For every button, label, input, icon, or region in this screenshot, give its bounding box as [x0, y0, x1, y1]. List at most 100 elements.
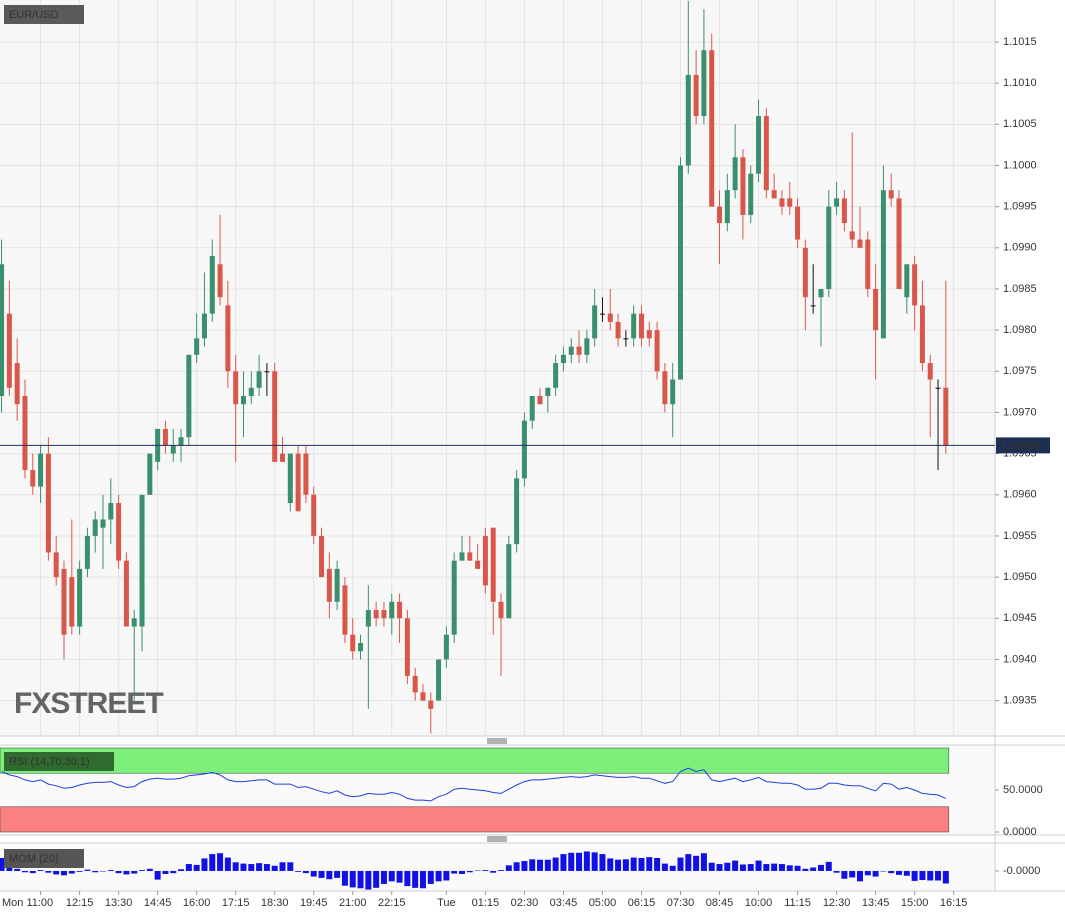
candle-body — [678, 165, 684, 380]
mom-bar — [146, 868, 153, 871]
last-price-box — [996, 437, 1050, 454]
candle-body — [888, 190, 894, 199]
candle-body — [397, 601, 403, 619]
mom-bar — [466, 870, 473, 873]
mom-bar — [817, 864, 824, 871]
candle-body — [545, 387, 551, 396]
y-tick-label: 1.0985 — [1003, 283, 1037, 295]
candle-body — [880, 190, 886, 339]
candle-body — [865, 239, 871, 289]
candle-body — [22, 395, 28, 471]
candle-body — [272, 371, 278, 462]
candle-body — [428, 700, 434, 709]
candle-body — [389, 601, 395, 619]
mom-bar — [326, 870, 333, 880]
mom-bar — [560, 854, 567, 871]
candle-body — [529, 395, 535, 421]
candle-body — [38, 453, 44, 487]
candle-body — [685, 74, 691, 166]
mom-bar — [0, 857, 5, 871]
mom-bar — [193, 864, 200, 871]
candle-body — [701, 50, 707, 117]
mom-bar — [552, 857, 559, 871]
indicator-label-box — [4, 849, 84, 868]
mom-bar — [295, 870, 302, 872]
candle-body — [108, 503, 114, 520]
mom-bar — [646, 857, 653, 871]
mom-bar — [435, 870, 442, 882]
mom-bar — [716, 864, 723, 871]
rsi-line — [1, 767, 946, 802]
plot-layer: 1.0935 1.0940 1.0945 1.0950 1.0955 1.0960 1.09… — [0, 0, 1050, 909]
candle-body — [615, 321, 621, 339]
candle-body — [919, 305, 925, 364]
candle-body — [841, 198, 847, 224]
mom-bar — [115, 870, 122, 874]
x-tick-label: 13:30 — [105, 897, 133, 909]
mom-bar — [607, 858, 614, 871]
candle-body — [740, 157, 746, 215]
candle-body — [123, 560, 129, 627]
mom-bar — [388, 870, 395, 882]
y-tick-label: -0.0000 — [1003, 865, 1040, 877]
y-tick-label: 0.0000 — [1003, 826, 1037, 838]
mom-bar — [778, 864, 785, 871]
candle-body — [225, 305, 231, 372]
indicator-label: MOM (20) — [9, 853, 59, 865]
y-tick-label: 50.0000 — [1003, 784, 1043, 796]
mom-bar — [872, 870, 879, 877]
x-tick-label: 10:00 — [745, 897, 773, 909]
resize-handle[interactable] — [487, 738, 507, 744]
candle-body — [0, 264, 5, 396]
candle-body — [311, 494, 317, 536]
mom-bar — [630, 857, 637, 871]
mom-bar — [505, 865, 512, 871]
y-tick-label: 1.1005 — [1003, 118, 1037, 130]
x-tick-label: 13:45 — [862, 897, 890, 909]
mom-bar — [380, 870, 387, 884]
indicator-label: RSI (14,70,30,1) — [9, 756, 90, 768]
candle-body — [553, 363, 559, 388]
x-tick-label: 14:45 — [144, 897, 172, 909]
candle-body — [724, 190, 730, 224]
candle-body — [756, 116, 762, 174]
y-tick-label: 1.0970 — [1003, 406, 1037, 418]
candle-body — [631, 313, 637, 339]
mom-bar — [209, 854, 216, 871]
candle-body — [420, 692, 426, 701]
candle-body — [209, 256, 215, 314]
y-tick-label: 1.0975 — [1003, 365, 1037, 377]
candle-body — [443, 634, 449, 660]
candle-body — [404, 618, 410, 676]
mom-bar — [919, 870, 926, 881]
mom-bar — [576, 852, 583, 871]
mom-bar — [763, 864, 770, 871]
mom-bar — [888, 870, 895, 874]
candle-body — [654, 330, 660, 372]
candle-body — [599, 313, 605, 315]
mom-bar — [669, 865, 676, 871]
mom-bar — [349, 870, 356, 888]
mom-bar — [786, 865, 793, 871]
mom-bar — [458, 870, 465, 874]
mom-bar — [365, 870, 372, 890]
mom-bar — [833, 870, 840, 873]
x-tick-label: 21:00 — [339, 897, 367, 909]
candle-body — [201, 313, 207, 339]
mom-bar — [279, 862, 286, 871]
mom-bar — [654, 857, 661, 871]
y-tick-label: 1.1000 — [1003, 159, 1037, 171]
mom-bar — [29, 870, 36, 874]
mom-bar — [131, 870, 138, 874]
candle-body — [162, 428, 168, 446]
x-tick-label: Tue — [437, 897, 456, 909]
mom-bar — [583, 851, 590, 871]
candle-body — [810, 305, 816, 307]
mom-bar — [45, 870, 52, 873]
candle-body — [763, 116, 769, 191]
mom-bar — [498, 870, 505, 871]
candle-body — [45, 453, 51, 553]
resize-handle[interactable] — [487, 836, 507, 842]
mom-bar — [903, 870, 910, 876]
